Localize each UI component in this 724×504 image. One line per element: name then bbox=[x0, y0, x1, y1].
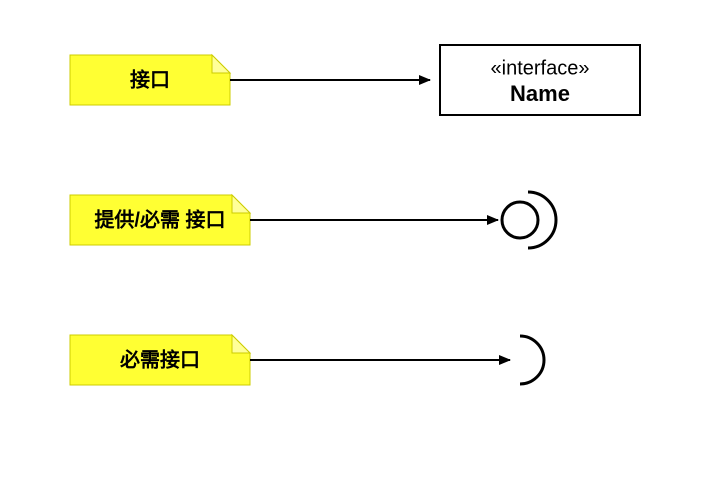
interface-name: Name bbox=[510, 81, 570, 106]
note-label: 接口 bbox=[130, 68, 170, 91]
interface-stereotype: «interface» bbox=[491, 57, 590, 79]
interface-box: «interface»Name bbox=[440, 45, 640, 115]
ball-and-socket-icon bbox=[502, 192, 556, 248]
socket-icon bbox=[520, 336, 544, 384]
uml-note: 必需接口 bbox=[70, 335, 250, 385]
note-label: 必需接口 bbox=[119, 347, 200, 371]
uml-note: 提供/必需 接口 bbox=[70, 195, 250, 245]
note-label: 提供/必需 接口 bbox=[94, 207, 225, 231]
uml-note: 接口 bbox=[70, 55, 230, 105]
